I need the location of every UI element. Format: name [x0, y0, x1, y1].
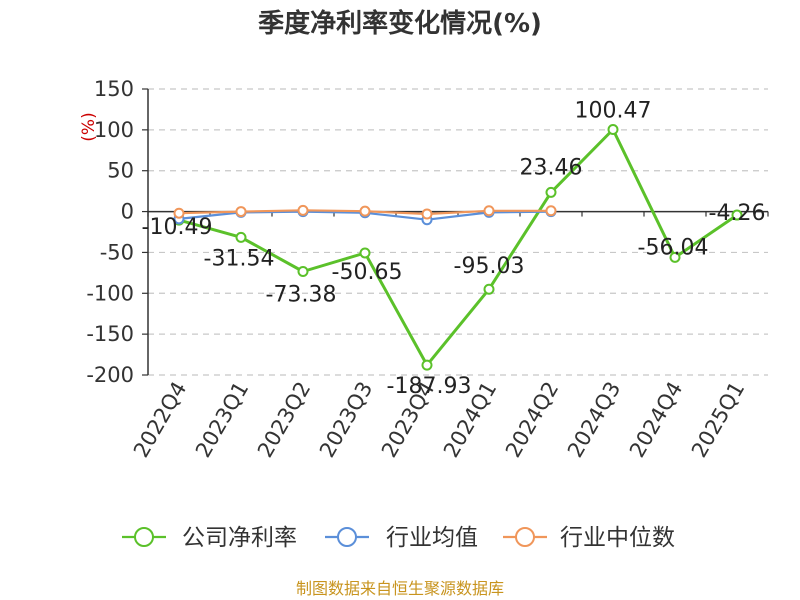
x-tick-label-2022Q4: 2022Q4 [129, 378, 191, 462]
legend-marker-1 [337, 527, 357, 547]
x-tick-label-2023Q1: 2023Q1 [191, 378, 253, 462]
x-tick-label-2025Q1: 2025Q1 [687, 378, 749, 462]
legend-label-2: 行业中位数 [560, 525, 675, 551]
y-tick-label-0: 150 [94, 77, 134, 101]
y-tick-labels: 150 100 50 0 -50 -100 -150 -200 [86, 77, 134, 387]
y-tick-label-1: 100 [94, 118, 134, 142]
chart-title: 季度净利率变化情况(%) [258, 8, 542, 39]
x-tick-label-2023Q2: 2023Q2 [253, 378, 315, 462]
series-2-point-2024Q2 [545, 205, 557, 217]
series-line-0 [178, 128, 738, 367]
series-2-point-2023Q3 [359, 205, 371, 217]
series-2-point-2023Q2 [297, 204, 309, 216]
series-2-point-2022Q4 [173, 207, 185, 219]
y-axis-label: (%) [79, 112, 99, 141]
y-tick-label-2: 50 [107, 159, 134, 183]
legend-label-0: 公司净利率 [182, 525, 297, 551]
data-label-2024Q3: 100.47 [575, 98, 652, 123]
legend-marker-0 [134, 527, 154, 547]
x-tick-label-2023Q3: 2023Q3 [315, 378, 377, 462]
series-0-point-2023Q1 [235, 231, 247, 243]
data-label-2023Q1: -31.54 [204, 246, 275, 271]
data-label-2022Q4: -10.49 [142, 215, 213, 240]
series-0-point-2023Q3 [359, 247, 371, 259]
series-2-point-2024Q1 [483, 205, 495, 217]
data-label-2025Q1: -4.26 [709, 201, 766, 226]
series-0-point-2024Q3 [607, 123, 619, 135]
source-note: 制图数据来自恒生聚源数据库 [296, 579, 504, 598]
y-tick-label-4: -50 [100, 240, 134, 264]
series-0-point-2023Q4 [421, 359, 433, 371]
grid-lines [148, 88, 768, 376]
series-0-point-2023Q2 [297, 266, 309, 278]
legend-label-1: 行业均值 [386, 525, 478, 551]
series-0-point-2024Q4 [669, 251, 681, 263]
data-label-2023Q3: -50.65 [332, 260, 403, 285]
x-tick-label-2024Q4: 2024Q4 [625, 378, 687, 462]
legend: 公司净利率 行业均值 行业中位数 [122, 525, 675, 551]
data-label-2023Q4: -187.93 [387, 374, 472, 399]
y-tick-label-5: -100 [86, 281, 134, 305]
y-tick-label-7: -200 [86, 363, 134, 387]
data-label-2024Q4: -56.04 [638, 235, 709, 260]
series-2-point-2023Q1 [235, 206, 247, 218]
legend-marker-2 [515, 527, 535, 547]
y-tick-label-6: -150 [86, 322, 134, 346]
series-0-point-2025Q1 [731, 209, 743, 221]
data-label-2024Q2: 23.46 [520, 155, 583, 180]
x-tick-label-2024Q3: 2024Q3 [563, 378, 625, 462]
series-0-point-2024Q1 [483, 283, 495, 295]
x-tick-label-2024Q2: 2024Q2 [501, 378, 563, 462]
series-2-point-2023Q4 [421, 208, 433, 220]
data-label-2024Q1: -95.03 [454, 254, 525, 279]
y-tick-label-3: 0 [121, 200, 134, 224]
series-0-point-2024Q2 [545, 186, 557, 198]
data-label-2023Q2: -73.38 [266, 283, 337, 308]
data-labels: -10.49 -31.54 -73.38-50.65 -187.93 -95.03 23.… [142, 98, 766, 399]
series-points [173, 123, 743, 371]
